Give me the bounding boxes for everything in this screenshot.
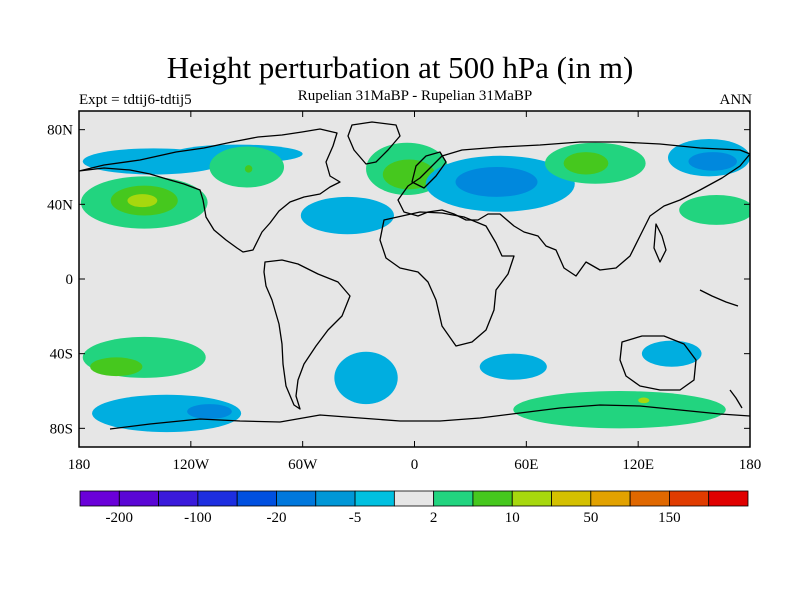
lon-tick-label: 120E xyxy=(622,457,654,473)
lon-tick-label: 180 xyxy=(739,457,762,473)
colorbar-swatch xyxy=(354,490,395,507)
anomaly-fill-layer xyxy=(80,139,750,433)
colorbar-swatch xyxy=(276,490,317,507)
colorbar-swatch xyxy=(79,490,120,507)
anomaly-n-america-high-dot xyxy=(244,165,253,173)
lon-tick-label: 0 xyxy=(411,457,419,473)
colorbar-label: -200 xyxy=(106,510,134,526)
colorbar-swatch xyxy=(708,490,749,507)
coastline-south-america xyxy=(263,259,351,410)
coastline-australia xyxy=(619,335,697,391)
lat-tick-label: 40N xyxy=(47,197,73,213)
colorbar-swatch xyxy=(551,490,592,507)
anomaly-australia-low xyxy=(641,340,702,367)
anomaly-europe-high-core xyxy=(382,159,436,190)
lat-tick-label: 0 xyxy=(66,272,74,288)
colorbar-swatch xyxy=(158,490,199,507)
colorbar-swatch xyxy=(118,490,159,507)
lon-tick-label: 120W xyxy=(172,457,210,473)
anomaly-s-atlantic-low xyxy=(334,351,398,405)
colorbar-label: 50 xyxy=(583,510,598,526)
coastline-antarctica xyxy=(109,404,750,430)
chart-title: Height perturbation at 500 hPa (in m) xyxy=(166,50,634,85)
coastline-layer xyxy=(79,121,750,430)
anomaly-s-pacific-high-core xyxy=(90,357,143,377)
coastline-indonesia xyxy=(699,289,739,307)
colorbar-label: -5 xyxy=(349,510,362,526)
colorbar-swatch xyxy=(590,490,631,507)
colorbar-label: 2 xyxy=(430,510,438,526)
axis-ticks: 80N 40N 0 40S 80S 180 120W 60W 0 60E 120E 180 xyxy=(47,111,761,473)
lon-tick-label: 60W xyxy=(288,457,318,473)
colorbar-swatch xyxy=(629,490,670,507)
anomaly-central-asia-high-core xyxy=(563,152,609,175)
colorbar-swatch xyxy=(511,490,552,507)
lat-tick-label: 80S xyxy=(50,421,73,437)
season-label: ANN xyxy=(719,92,753,108)
colorbar-swatch xyxy=(236,490,277,507)
anomaly-n-atlantic-low xyxy=(300,196,394,235)
anomaly-s-indian-high-dot xyxy=(638,397,650,404)
colorbar-label: -100 xyxy=(184,510,212,526)
anomaly-s-indian-high xyxy=(513,391,726,429)
lat-tick-label: 40S xyxy=(50,347,73,363)
lat-tick-label: 80N xyxy=(47,123,73,139)
colorbar-label: 150 xyxy=(658,510,681,526)
colorbar-swatch xyxy=(472,490,513,507)
coastline-japan xyxy=(653,223,667,263)
anomaly-n-pacific-high-peak xyxy=(127,194,158,208)
lon-tick-label: 180 xyxy=(68,457,91,473)
colorbar-swatch xyxy=(433,490,474,507)
coastline-new-zealand xyxy=(729,389,743,409)
colorbar-swatch xyxy=(315,490,356,507)
anomaly-nw-pacific-high xyxy=(679,195,750,225)
chart-subtitle: Rupelian 31MaBP - Rupelian 31MaBP xyxy=(297,88,533,104)
colorbar-swatch xyxy=(197,490,238,507)
colorbar-label: -20 xyxy=(266,510,286,526)
coastline-greenland xyxy=(347,121,401,165)
experiment-label: Expt = tdtij6-tdtij5 xyxy=(79,92,192,108)
anomaly-nw-pacific-low-core xyxy=(688,152,737,171)
anomaly-eurasia-low-core xyxy=(455,167,538,197)
anomaly-s-pacific-low-core xyxy=(187,404,232,419)
colorbar-swatch xyxy=(669,490,710,507)
colorbar-swatch xyxy=(393,490,435,507)
coastline-north-america xyxy=(79,128,341,253)
coastline-eurasia xyxy=(397,141,750,277)
colorbar: -200 -100 -20 -5 2 10 50 150 xyxy=(79,490,749,526)
colorbar-label: 10 xyxy=(505,510,520,526)
anomaly-s-pacific-low xyxy=(92,394,242,433)
anomaly-s-indian-low xyxy=(479,353,547,380)
lon-tick-label: 60E xyxy=(514,457,538,473)
coastline-scandinavia xyxy=(411,151,447,189)
